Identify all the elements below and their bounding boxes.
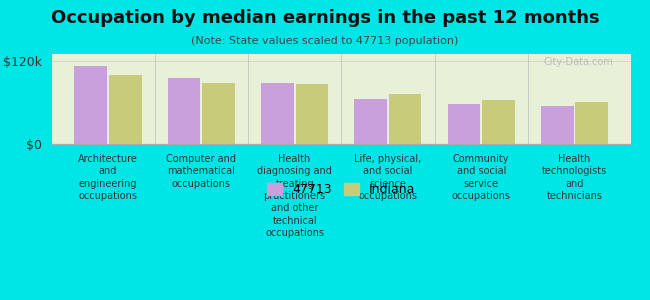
Bar: [74, 66, 107, 144]
Legend: 47713, Indiana: 47713, Indiana: [261, 176, 422, 202]
Bar: [448, 104, 480, 144]
Bar: [296, 84, 328, 144]
Text: (Note: State values scaled to 47713 population): (Note: State values scaled to 47713 popu…: [191, 36, 459, 46]
Bar: [168, 78, 200, 144]
Text: Occupation by median earnings in the past 12 months: Occupation by median earnings in the pas…: [51, 9, 599, 27]
Bar: [202, 83, 235, 144]
Bar: [575, 103, 608, 144]
Bar: [261, 83, 294, 144]
Bar: [482, 100, 515, 144]
Bar: [541, 106, 573, 144]
Bar: [354, 99, 387, 144]
Bar: [389, 94, 421, 144]
Bar: [109, 75, 142, 144]
Text: City-Data.com: City-Data.com: [543, 57, 613, 67]
